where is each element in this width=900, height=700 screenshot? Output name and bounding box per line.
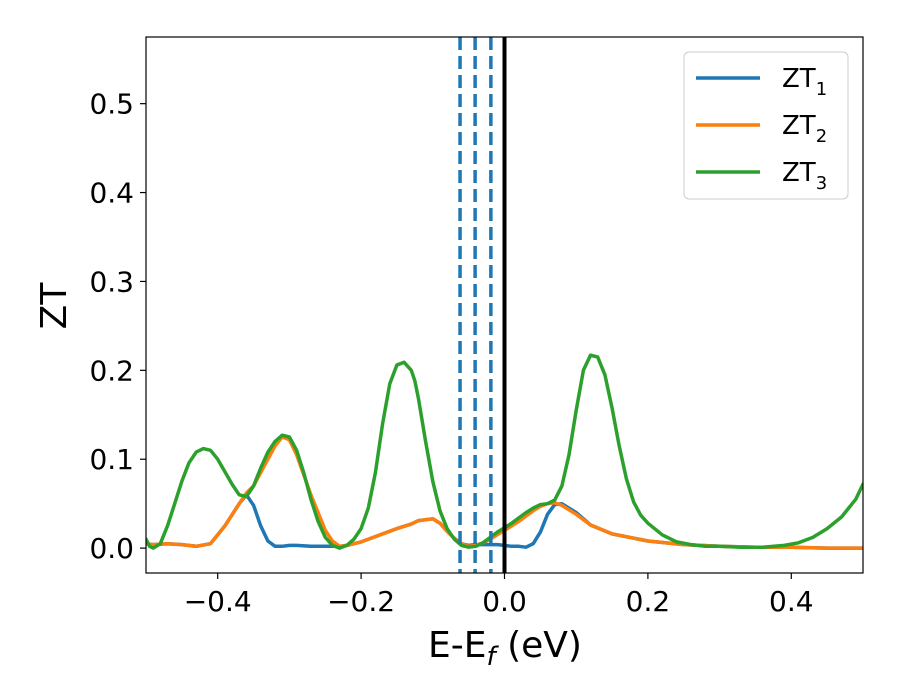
y-tick-label: 0.5	[89, 88, 134, 121]
y-tick-label: 0.3	[89, 265, 134, 298]
x-axis-title: E-Ef (eV)	[428, 625, 582, 672]
x-tick-label: 0.2	[626, 585, 671, 618]
x-tick-label: 0.4	[769, 585, 814, 618]
y-tick-label: 0.0	[89, 532, 134, 565]
axes: −0.4 −0.2 0.0 0.2 0.4 0.0 0.1 0.2 0.3 0.4 0.5	[89, 36, 864, 618]
plot-area	[146, 37, 863, 573]
legend-label-zt1: ZT1	[782, 64, 827, 100]
x-tick-label: −0.4	[184, 585, 252, 618]
series-line-zt3	[146, 353, 863, 550]
legend-label-zt3: ZT3	[782, 158, 827, 194]
x-tick-label: 0.0	[482, 585, 527, 618]
x-tick-label: −0.2	[327, 585, 395, 618]
legend-label-zt2: ZT2	[782, 111, 827, 147]
y-tick-label: 0.1	[89, 443, 134, 476]
y-tick-label: 0.4	[89, 177, 134, 210]
x-axis-title-main: E-E	[428, 625, 486, 666]
legend: ZT1 ZT2 ZT3	[683, 51, 849, 200]
x-axis-title-unit: (eV)	[496, 625, 582, 666]
y-axis-title: ZT	[34, 282, 75, 330]
legend-box	[683, 51, 849, 200]
y-tick-label: 0.2	[89, 354, 134, 387]
